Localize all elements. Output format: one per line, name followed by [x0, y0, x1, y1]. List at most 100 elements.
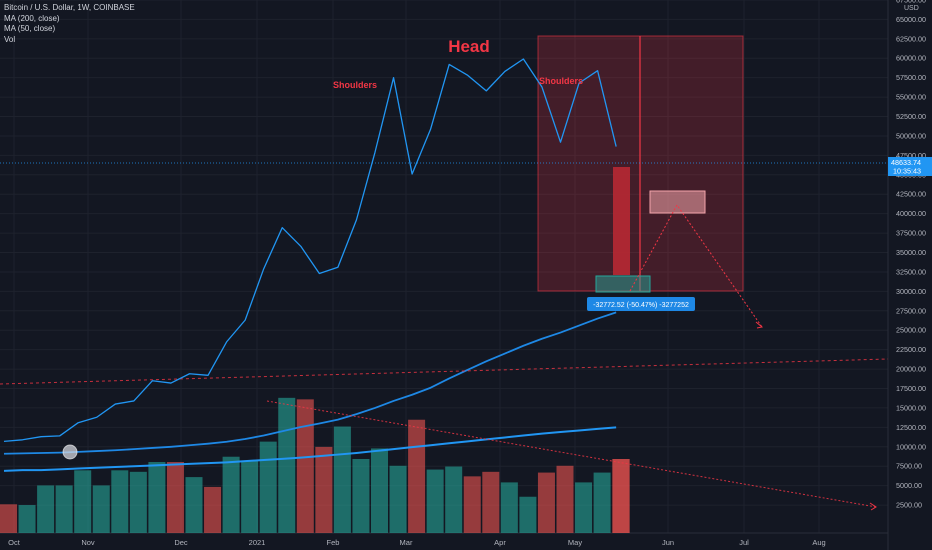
y-tick-label: 17500.00	[896, 384, 926, 393]
y-tick-label: 7500.00	[896, 462, 922, 471]
volume-bar	[500, 482, 518, 533]
x-tick-label: Nov	[81, 538, 95, 547]
y-tick-label: 27500.00	[896, 306, 926, 315]
cursor-indicator	[62, 444, 78, 460]
rebound-box	[649, 190, 706, 214]
support-trendline	[0, 358, 889, 385]
x-tick-label: Oct	[8, 538, 21, 547]
measure-drop-bar	[613, 167, 630, 275]
target-box	[595, 275, 651, 293]
volume-bar	[0, 504, 17, 533]
x-tick-label: Jul	[739, 538, 749, 547]
y-tick-label: 32500.00	[896, 267, 926, 276]
y-tick-label: 12500.00	[896, 423, 926, 432]
volume-bar	[129, 471, 147, 533]
y-tick-label: 40000.00	[896, 209, 926, 218]
last-price-bg	[888, 157, 932, 176]
volume-bar	[185, 477, 203, 533]
volume-bar	[18, 505, 36, 533]
ma200-legend: MA (200, close)	[4, 13, 60, 23]
volume-bar	[593, 472, 611, 533]
volume-bar	[408, 419, 426, 533]
volume-bar	[148, 462, 166, 533]
volume-bar	[111, 470, 129, 533]
volume-bar	[537, 472, 555, 533]
volume-bar	[37, 485, 55, 533]
volume-bar	[278, 397, 296, 533]
volume-bar	[204, 486, 222, 533]
x-tick-label: Feb	[327, 538, 340, 547]
y-tick-label: 67500.00	[896, 0, 926, 4]
chart-legend: Bitcoin / U.S. Dollar, 1W, COINBASE MA (…	[4, 3, 135, 45]
projection-path	[629, 204, 763, 328]
volume-bar	[426, 469, 444, 533]
volume-bar	[389, 465, 407, 533]
ma200-line	[3, 426, 617, 472]
projection-arrowhead	[755, 321, 764, 329]
y-tick-label: 62500.00	[896, 34, 926, 43]
y-tick-label: 42500.00	[896, 190, 926, 199]
y-tick-label: 20000.00	[896, 365, 926, 374]
volume-bar	[333, 426, 351, 533]
y-tick-label: 25000.00	[896, 326, 926, 335]
head-annotation: Head	[448, 37, 490, 56]
x-tick-label: Mar	[400, 538, 413, 547]
volume-bar	[482, 471, 500, 533]
volume-bar	[575, 482, 593, 533]
y-tick-label: 55000.00	[896, 93, 926, 102]
currency-label: USD	[904, 5, 919, 12]
ma50-legend: MA (50, close)	[4, 24, 56, 33]
trendline-arrowhead	[869, 502, 877, 511]
y-tick-label: 30000.00	[896, 287, 926, 296]
volume-bar	[92, 485, 110, 533]
volume-bar	[259, 441, 277, 533]
y-tick-label: 57500.00	[896, 73, 926, 82]
volume-legend: Vol	[4, 34, 16, 44]
left-shoulder-annotation: Shoulders	[333, 80, 377, 90]
volume-trendline	[266, 400, 877, 508]
volume-bar	[296, 399, 314, 533]
y-tick-label: 2500.00	[896, 501, 922, 510]
volume-bar	[352, 458, 370, 533]
y-tick-label: 22500.00	[896, 345, 926, 354]
bar-countdown: 10:35:43	[893, 167, 921, 176]
volume-bar	[74, 470, 92, 533]
y-tick-label: 10000.00	[896, 442, 926, 451]
volume-bar	[222, 456, 240, 533]
last-price-value: 48633.74	[891, 158, 921, 167]
price-line	[3, 58, 617, 442]
volume-bar	[463, 476, 481, 533]
y-tick-label: 65000.00	[896, 15, 926, 24]
measure-label: -32772.52 (-50.47%) -3277252	[587, 297, 695, 311]
symbol-title: Bitcoin / U.S. Dollar, 1W, COINBASE	[4, 3, 135, 12]
x-tick-label: Apr	[494, 538, 506, 547]
y-tick-label: 37500.00	[896, 229, 926, 238]
volume-bar	[55, 485, 73, 533]
volume-bar	[445, 466, 463, 533]
y-tick-label: 50000.00	[896, 131, 926, 140]
grid	[0, 0, 888, 533]
x-tick-label: Jun	[662, 538, 674, 547]
volume-bar	[519, 496, 537, 533]
y-tick-label: 5000.00	[896, 481, 922, 490]
volume-bar	[556, 465, 574, 533]
measure-label-text: -32772.52 (-50.47%) -3277252	[593, 302, 689, 309]
ma50-line	[3, 311, 617, 455]
y-tick-label: 15000.00	[896, 403, 926, 412]
volume-bar	[371, 448, 388, 533]
volume-bar	[166, 462, 184, 533]
measure-tool	[537, 35, 744, 293]
right-shoulder-annotation: Shoulders	[539, 76, 583, 86]
y-tick-label: 60000.00	[896, 54, 926, 63]
volume-bar	[315, 446, 333, 533]
x-tick-label: May	[568, 538, 582, 547]
volume-bar	[613, 458, 630, 533]
y-tick-label: 47500.00	[896, 151, 926, 160]
x-tick-label: 2021	[249, 538, 266, 547]
volume-bar	[241, 460, 259, 533]
y-tick-label: 52500.00	[896, 112, 926, 121]
x-tick-label: Aug	[812, 538, 825, 547]
